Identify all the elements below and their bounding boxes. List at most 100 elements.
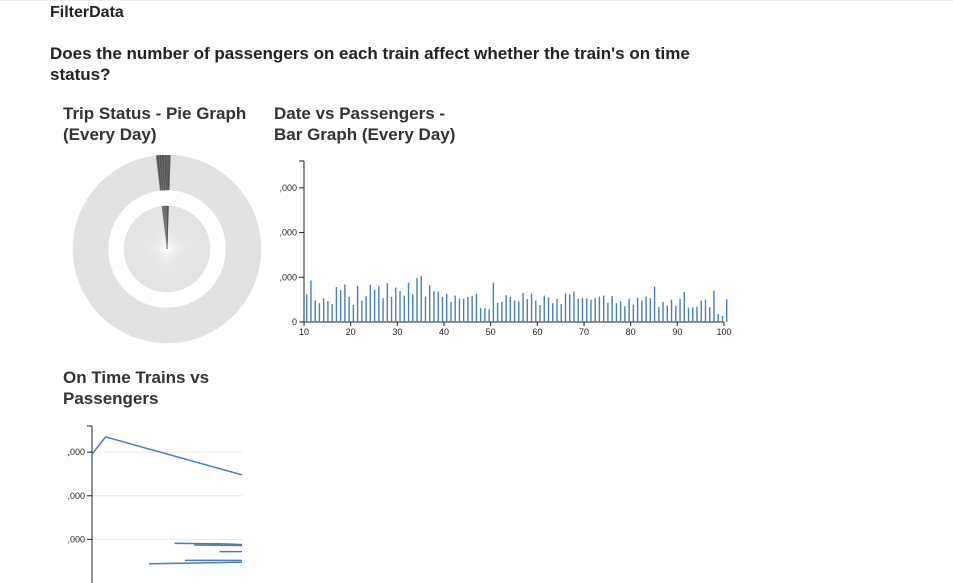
pie-slice-divider <box>166 248 169 292</box>
bar <box>717 313 719 322</box>
pie-slice-divider <box>166 225 204 250</box>
pie-slice-divider <box>158 307 163 343</box>
pie-slice-divider <box>225 232 260 240</box>
pie-slice-divider <box>206 292 231 319</box>
pie-slice-divider <box>205 177 229 205</box>
pie-slice-divider <box>219 274 252 291</box>
pie-slice-divider <box>225 240 261 245</box>
pie-slice-divider <box>166 248 201 277</box>
pie-slice-divider <box>166 248 206 270</box>
line-chart: ,000 ,000 ,000 <box>67 425 243 583</box>
pie-slice-divider <box>166 207 180 250</box>
bar <box>577 298 579 322</box>
pie-slice-divider <box>166 219 199 250</box>
pie-slice-divider <box>223 267 257 279</box>
pie-slice-dark <box>168 155 170 191</box>
pie-slice-divider <box>194 301 211 333</box>
pie-slice-divider <box>80 271 113 286</box>
pie-slice-divider <box>225 246 261 248</box>
pie-slice-divider <box>123 301 140 333</box>
pie-slice-divider <box>225 235 261 241</box>
pie-slice-divider <box>166 210 187 250</box>
pie-slice-divider <box>86 200 117 219</box>
pie-slice-divider <box>220 209 253 225</box>
pie-slice-divider <box>166 233 208 250</box>
bar <box>590 299 592 322</box>
pie-slice-divider <box>127 232 168 250</box>
y-tick-label: ,000 <box>279 272 297 282</box>
pie-slice-divider <box>97 185 124 210</box>
pie-slice-divider <box>209 183 235 208</box>
pie-slice-divider <box>128 228 168 250</box>
bar <box>624 306 626 322</box>
pie-slice-divider <box>166 248 184 289</box>
pie-slice-divider <box>224 230 260 238</box>
bar <box>322 298 325 322</box>
pie-slice-divider <box>166 221 201 250</box>
pie-slice-divider <box>166 248 203 274</box>
pie-slice-divider <box>201 296 223 326</box>
pie-slice-divider <box>166 248 181 290</box>
pie-slice-divider <box>125 236 168 250</box>
bar <box>726 299 728 322</box>
pie-slice-divider <box>124 240 168 250</box>
pie-slice-divider <box>142 158 153 192</box>
pie-slice-divider <box>180 306 189 341</box>
pie-slice-divider <box>142 306 153 340</box>
bar <box>433 291 435 322</box>
pie-slice-divider <box>211 187 239 211</box>
pie-slice-divider <box>166 248 196 282</box>
pie-slice-divider <box>99 290 125 315</box>
pie-slice-divider <box>166 248 210 257</box>
x-tick-label: 40 <box>439 327 449 337</box>
pie-slice-divider <box>223 222 258 233</box>
bar <box>369 284 372 322</box>
pie-slice-divider <box>116 169 136 200</box>
pie-slice-divider <box>130 248 168 273</box>
pie-slice-divider <box>124 243 168 250</box>
pie-slice-divider <box>166 248 209 262</box>
pie-slice-divider <box>76 224 110 235</box>
pie-slice-divider <box>166 248 208 264</box>
bar <box>479 308 482 322</box>
pie-slice-divider <box>127 248 168 266</box>
bar <box>649 298 652 322</box>
pie-slice-divider <box>188 161 202 195</box>
bar <box>602 295 605 322</box>
pie-slice-divider <box>78 268 112 281</box>
x-tick-label: 30 <box>392 327 402 337</box>
bar <box>331 304 333 322</box>
pie-slice-divider <box>103 292 128 319</box>
pie-slice-divider <box>166 248 205 271</box>
pie-slice-divider <box>77 219 111 231</box>
pie-slice-divider <box>111 172 133 202</box>
bar <box>361 300 363 322</box>
pie-slice-divider <box>175 307 181 343</box>
bar <box>687 307 690 322</box>
pie-slice-divider <box>166 248 176 292</box>
app-title: FilterData <box>50 4 124 21</box>
bar <box>564 293 567 322</box>
pie-slice-divider <box>166 248 179 291</box>
pie-slice-divider <box>225 255 261 260</box>
pie-slice-divider <box>221 270 255 284</box>
pie-slice-divider <box>124 248 168 252</box>
bar <box>348 296 350 322</box>
pie-slice-divider <box>198 169 218 200</box>
pie-slice-divider <box>225 257 261 263</box>
pie-slice-divider <box>173 307 178 343</box>
pie-slice-divider <box>225 238 261 243</box>
pie-slice-divider <box>146 248 168 288</box>
pie-slice-divider <box>142 248 168 285</box>
pie-slice-divider <box>217 279 248 298</box>
pie-slice-divider <box>218 277 249 296</box>
bar <box>373 289 376 322</box>
pie-slice-divider <box>221 212 254 227</box>
pie-slice-divider <box>132 303 146 337</box>
bar <box>704 299 707 322</box>
pie-slice-divider <box>153 307 159 343</box>
pie-slice-divider <box>201 172 223 202</box>
pie-slice-divider <box>94 189 122 212</box>
bar <box>615 303 618 322</box>
pie-slice-divider <box>219 276 251 293</box>
